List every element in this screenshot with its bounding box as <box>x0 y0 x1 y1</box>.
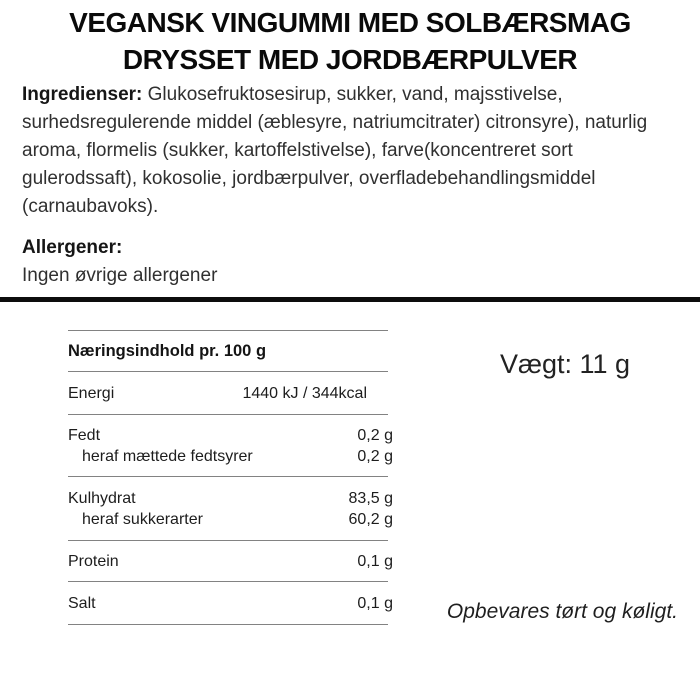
row-label: Kulhydrat <box>68 489 136 507</box>
nutrition-table-header: Næringsindhold pr. 100 g <box>68 331 393 371</box>
row-value: 60,2 g <box>348 510 393 528</box>
table-rule <box>68 476 388 477</box>
table-row-energy: Energi 1440 kJ / 344kcal <box>68 372 393 414</box>
allergens-heading: Allergener: <box>22 237 123 258</box>
row-sublabel: heraf sukkerarter <box>82 510 203 528</box>
nutrition-table-header-text: Næringsindhold pr. 100 g <box>68 341 267 360</box>
row-label: Energi <box>68 384 115 402</box>
ingredients-line: aroma, flormelis (sukker, kartoffelstive… <box>22 140 573 161</box>
table-row-protein: Protein 0,1 g <box>68 541 393 581</box>
storage-note: Opbevares tørt og køligt. <box>446 600 678 623</box>
row-sublabel: heraf mættede fedtsyrer <box>82 447 253 465</box>
row-value: 0,1 g <box>357 594 393 612</box>
ingredients-text: Glukosefruktosesirup, sukker, vand, majs… <box>142 84 563 105</box>
row-label: Fedt <box>68 426 101 444</box>
table-rule <box>68 540 388 541</box>
ingredients-line: gulerodssaft), kokosolie, jordbærpulver,… <box>22 168 596 189</box>
row-label: Protein <box>68 552 119 570</box>
table-row-fat: Fedt 0,2 g heraf mættede fedtsyrer 0,2 g <box>68 415 393 476</box>
product-title-line1: VEGANSK VINGUMMI MED SOLBÆRSMAG <box>69 7 631 38</box>
row-value: 0,2 g <box>357 447 393 465</box>
table-rule <box>68 330 388 331</box>
table-rule <box>68 371 388 372</box>
table-rule <box>68 581 388 582</box>
row-value: 1440 kJ / 344kcal <box>242 384 367 402</box>
table-row-carbohydrate: Kulhydrat 83,5 g heraf sukkerarter 60,2 … <box>68 477 393 540</box>
row-value: 83,5 g <box>348 489 393 507</box>
ingredients-section: Ingredienser: Glukosefruktosesirup, sukk… <box>22 81 688 221</box>
ingredients-line: (carnaubavoks). <box>22 196 159 217</box>
table-row-salt: Salt 0,1 g <box>68 582 393 624</box>
row-label: Salt <box>68 594 96 612</box>
product-title: VEGANSK VINGUMMI MED SOLBÆRSMAG DRYSSET … <box>0 4 700 78</box>
ingredients-line: surhedsregulerende middel (æblesyre, nat… <box>22 112 648 133</box>
row-value: 0,1 g <box>357 552 393 570</box>
allergens-section: Allergener: Ingen øvrige allergener <box>22 234 217 290</box>
table-rule <box>68 414 388 415</box>
section-divider <box>0 297 700 302</box>
ingredients-label: Ingredienser: <box>22 84 143 105</box>
product-title-line2: DRYSSET MED JORDBÆRPULVER <box>122 44 578 75</box>
row-value: 0,2 g <box>357 426 393 444</box>
nutrition-table: Næringsindhold pr. 100 g Energi 1440 kJ … <box>68 330 393 625</box>
weight-text: Vægt: 11 g <box>499 349 631 379</box>
table-rule <box>68 624 388 625</box>
allergens-text: Ingen øvrige allergener <box>22 265 218 286</box>
ingredients-line: Ingredienser: Glukosefruktosesirup, sukk… <box>22 81 688 109</box>
